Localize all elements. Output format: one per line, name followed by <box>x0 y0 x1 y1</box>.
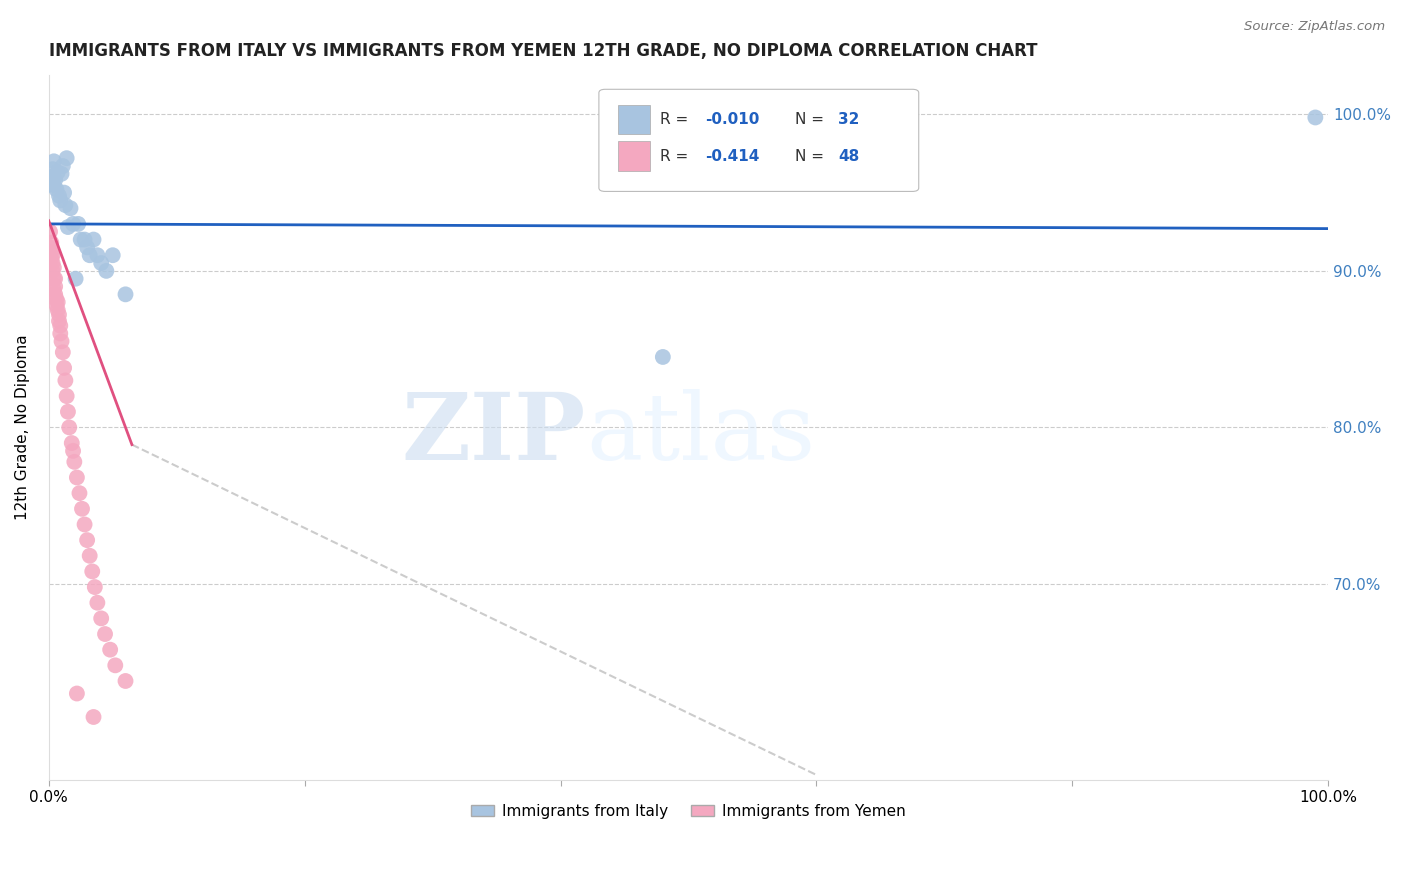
Point <box>67 217 90 231</box>
Point <box>55 389 77 403</box>
FancyBboxPatch shape <box>599 89 918 192</box>
Point <box>48 314 70 328</box>
Text: 48: 48 <box>838 149 859 164</box>
Point <box>94 627 117 641</box>
Point <box>69 486 91 500</box>
Point <box>42 271 65 285</box>
Point <box>73 517 96 532</box>
Point <box>69 233 91 247</box>
Text: IMMIGRANTS FROM ITALY VS IMMIGRANTS FROM YEMEN 12TH GRADE, NO DIPLOMA CORRELATIO: IMMIGRANTS FROM ITALY VS IMMIGRANTS FROM… <box>49 42 1038 60</box>
Point <box>49 326 72 341</box>
Point <box>49 318 72 333</box>
Point <box>114 673 136 688</box>
Point <box>56 405 79 419</box>
Point <box>101 248 124 262</box>
Point <box>70 501 93 516</box>
Text: 32: 32 <box>838 112 859 127</box>
Point <box>52 345 75 359</box>
Text: R =: R = <box>661 149 693 164</box>
Point <box>39 225 62 239</box>
Point <box>39 240 62 254</box>
Point <box>53 360 76 375</box>
Point <box>44 173 66 187</box>
Point <box>60 436 83 450</box>
Point <box>48 188 70 202</box>
Point <box>39 235 62 250</box>
Point <box>48 308 70 322</box>
Point <box>79 248 101 262</box>
Point <box>73 233 96 247</box>
Point <box>76 533 98 548</box>
Point <box>41 256 63 270</box>
Point <box>55 198 77 212</box>
Point <box>63 455 86 469</box>
Point <box>55 374 77 388</box>
FancyBboxPatch shape <box>619 142 650 171</box>
Point <box>52 159 75 173</box>
Point <box>98 642 121 657</box>
Point <box>46 303 69 318</box>
Point <box>66 686 89 700</box>
Text: atlas: atlas <box>586 390 815 479</box>
Text: R =: R = <box>661 112 693 127</box>
Point <box>66 470 89 484</box>
Text: N =: N = <box>794 112 828 127</box>
Point <box>1305 111 1327 125</box>
Point <box>46 295 69 310</box>
Point <box>83 233 105 247</box>
Y-axis label: 12th Grade, No Diploma: 12th Grade, No Diploma <box>15 334 30 520</box>
Point <box>39 178 62 192</box>
Point <box>46 165 69 179</box>
Point <box>39 169 62 184</box>
Point <box>44 287 66 301</box>
Point <box>96 264 118 278</box>
Point <box>83 580 105 594</box>
Point <box>90 611 112 625</box>
Point <box>41 162 63 177</box>
Text: -0.010: -0.010 <box>704 112 759 127</box>
Legend: Immigrants from Italy, Immigrants from Yemen: Immigrants from Italy, Immigrants from Y… <box>465 797 911 825</box>
Point <box>55 151 77 165</box>
Point <box>41 264 63 278</box>
Point <box>83 710 105 724</box>
Point <box>39 252 62 266</box>
Point <box>49 194 72 208</box>
Point <box>58 420 80 434</box>
Point <box>39 245 62 260</box>
Point <box>42 154 65 169</box>
Point <box>56 220 79 235</box>
FancyBboxPatch shape <box>619 104 650 135</box>
Point <box>86 596 108 610</box>
Point <box>79 549 101 563</box>
Text: N =: N = <box>794 149 828 164</box>
Point <box>114 287 136 301</box>
Point <box>53 186 76 200</box>
Point <box>42 283 65 297</box>
Point <box>90 256 112 270</box>
Point <box>45 182 67 196</box>
Point <box>42 260 65 275</box>
Text: Source: ZipAtlas.com: Source: ZipAtlas.com <box>1244 20 1385 33</box>
Point <box>45 298 67 312</box>
Point <box>41 248 63 262</box>
Text: -0.414: -0.414 <box>704 149 759 164</box>
Point <box>62 217 84 231</box>
Point <box>62 443 84 458</box>
Point <box>42 178 65 192</box>
Point <box>51 334 73 349</box>
Text: ZIP: ZIP <box>402 390 586 479</box>
Point <box>86 248 108 262</box>
Point <box>65 271 87 285</box>
Point <box>82 565 104 579</box>
Point <box>51 167 73 181</box>
Point <box>44 279 66 293</box>
Point <box>651 350 673 364</box>
Point <box>59 201 82 215</box>
Point <box>76 240 98 254</box>
Point <box>44 271 66 285</box>
Point <box>45 292 67 306</box>
Point <box>104 658 127 673</box>
